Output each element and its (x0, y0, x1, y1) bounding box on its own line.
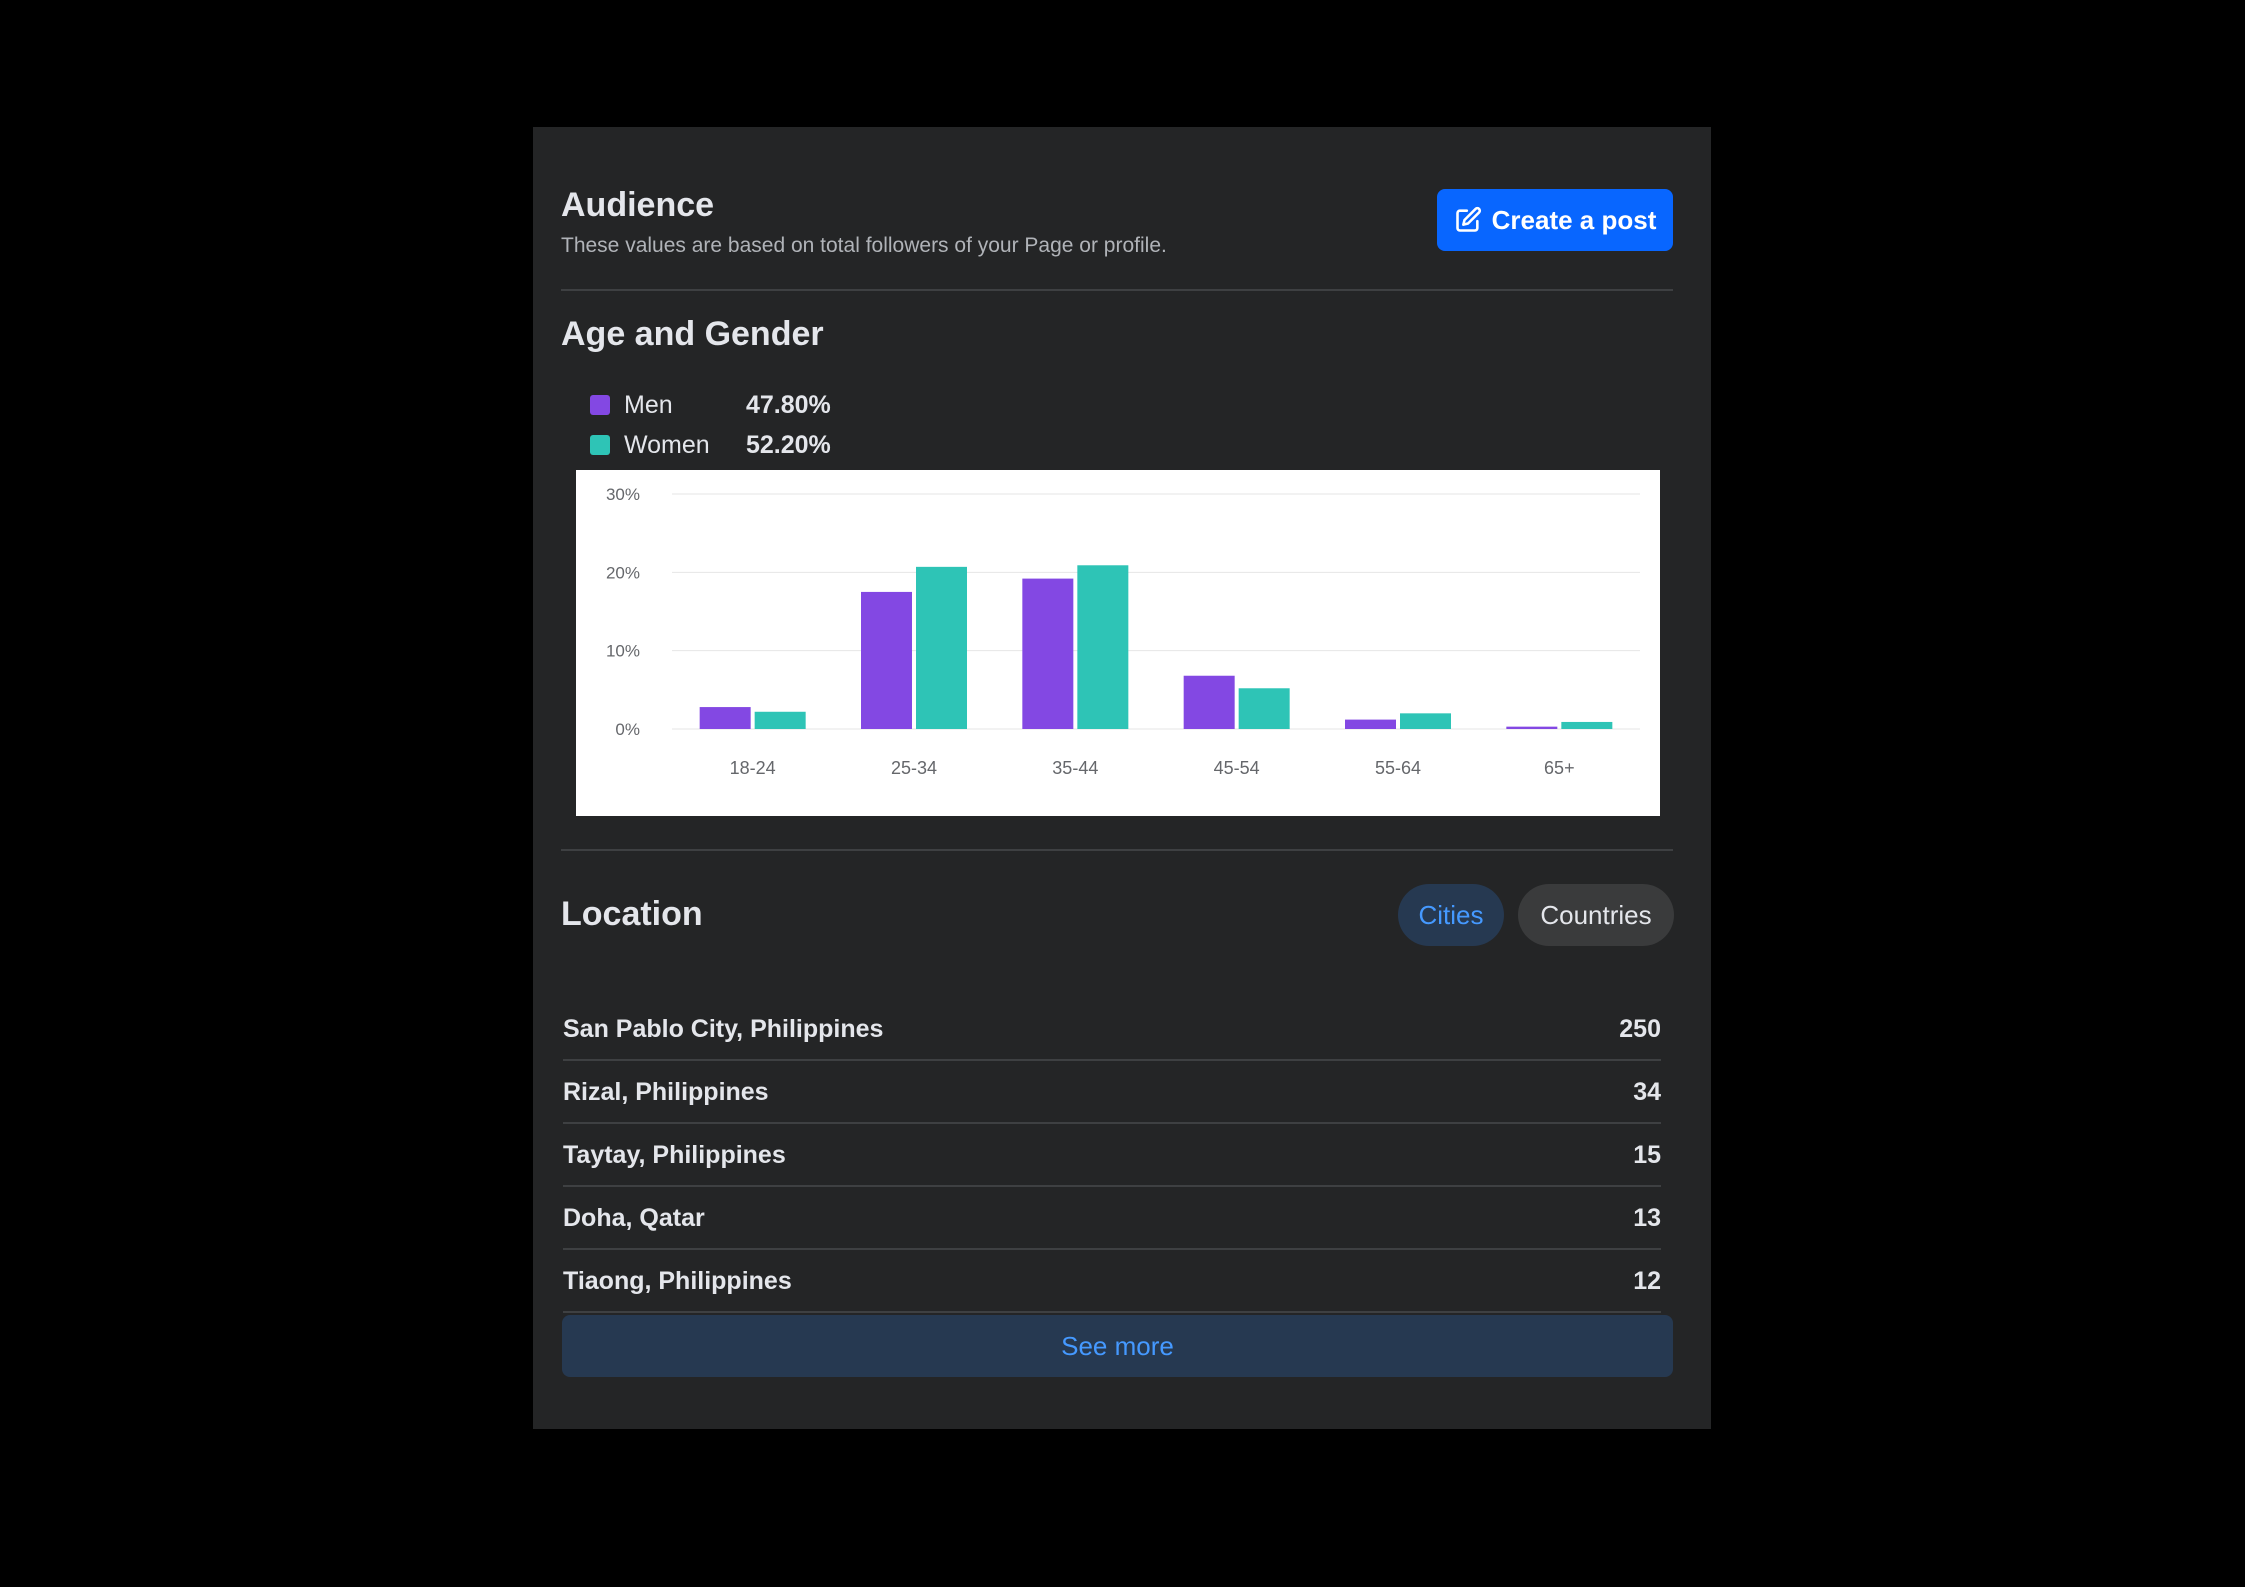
legend-label-women: Women (624, 430, 710, 459)
x-tick-label: 25-34 (891, 758, 937, 778)
see-more-button[interactable]: See more (562, 1315, 1673, 1377)
bar-women-55-64[interactable] (1400, 713, 1451, 729)
x-tick-label: 35-44 (1052, 758, 1098, 778)
header-divider (561, 289, 1673, 291)
location-title: Location (561, 895, 703, 933)
location-row: Rizal, Philippines 34 (563, 1063, 1661, 1124)
location-count: 13 (1633, 1204, 1661, 1232)
y-tick-label: 0% (615, 720, 640, 739)
create-post-button[interactable]: Create a post (1437, 189, 1673, 251)
legend-swatch-women (590, 435, 610, 455)
bar-men-45-54[interactable] (1183, 675, 1235, 729)
age-gender-title: Age and Gender (561, 315, 824, 353)
location-list: San Pablo City, Philippines 250 Rizal, Phi… (563, 1000, 1661, 1315)
location-row: Doha, Qatar 13 (563, 1189, 1661, 1250)
location-name: Rizal, Philippines (563, 1078, 769, 1106)
y-tick-label: 30% (606, 485, 640, 504)
legend-value-men: 47.80% (746, 390, 831, 419)
age-gender-chart: 0% 10% 20% 30% 18-24 25-34 35-44 45-54 55-64 65+ (576, 470, 1660, 816)
location-name: Taytay, Philippines (563, 1141, 786, 1169)
bar-women-45-54[interactable] (1238, 688, 1290, 729)
location-name: San Pablo City, Philippines (563, 1015, 884, 1043)
bar-men-25-34[interactable] (861, 591, 912, 729)
legend-item-men: Men 47.80% (590, 385, 831, 425)
location-row: San Pablo City, Philippines 250 (563, 1000, 1661, 1061)
bar-women-65+[interactable] (1561, 721, 1613, 729)
chart-legend: Men 47.80% Women 52.20% (590, 385, 831, 465)
legend-item-women: Women 52.20% (590, 425, 831, 465)
audience-header: Audience These values are based on total… (561, 185, 1673, 259)
bar-men-55-64[interactable] (1345, 719, 1396, 729)
location-count: 15 (1633, 1141, 1661, 1169)
bar-men-35-44[interactable] (1022, 578, 1074, 729)
location-name: Doha, Qatar (563, 1204, 705, 1232)
location-name: Tiaong, Philippines (563, 1267, 792, 1295)
bar-chart-svg: 0% 10% 20% 30% 18-24 25-34 35-44 45-54 55-64 65+ (606, 485, 1640, 778)
bar-women-25-34[interactable] (916, 566, 967, 729)
x-tick-label: 18-24 (730, 758, 776, 778)
bar-men-65+[interactable] (1506, 726, 1558, 729)
chart-divider (561, 849, 1673, 851)
location-count: 34 (1633, 1078, 1661, 1106)
legend-swatch-men (590, 395, 610, 415)
edit-icon (1455, 206, 1481, 232)
audience-title: Audience (561, 186, 715, 224)
location-count: 12 (1633, 1267, 1661, 1295)
bar-women-18-24[interactable] (754, 711, 806, 729)
location-row: Tiaong, Philippines 12 (563, 1252, 1661, 1313)
legend-label-men: Men (624, 390, 673, 419)
location-row: Taytay, Philippines 15 (563, 1126, 1661, 1187)
x-tick-label: 45-54 (1214, 758, 1260, 778)
y-tick-label: 20% (606, 563, 640, 582)
audience-card: Audience These values are based on total… (533, 127, 1711, 1429)
audience-subtitle: These values are based on total follower… (561, 234, 1167, 257)
x-tick-label: 55-64 (1375, 758, 1421, 778)
bar-women-35-44[interactable] (1077, 565, 1129, 729)
bar-men-18-24[interactable] (699, 707, 751, 729)
create-post-label: Create a post (1491, 204, 1657, 235)
location-count: 250 (1619, 1015, 1661, 1043)
legend-value-women: 52.20% (746, 430, 831, 459)
tab-cities[interactable]: Cities (1398, 884, 1504, 946)
x-tick-label: 65+ (1544, 758, 1575, 778)
tab-countries[interactable]: Countries (1518, 884, 1674, 946)
y-tick-label: 10% (606, 642, 640, 661)
